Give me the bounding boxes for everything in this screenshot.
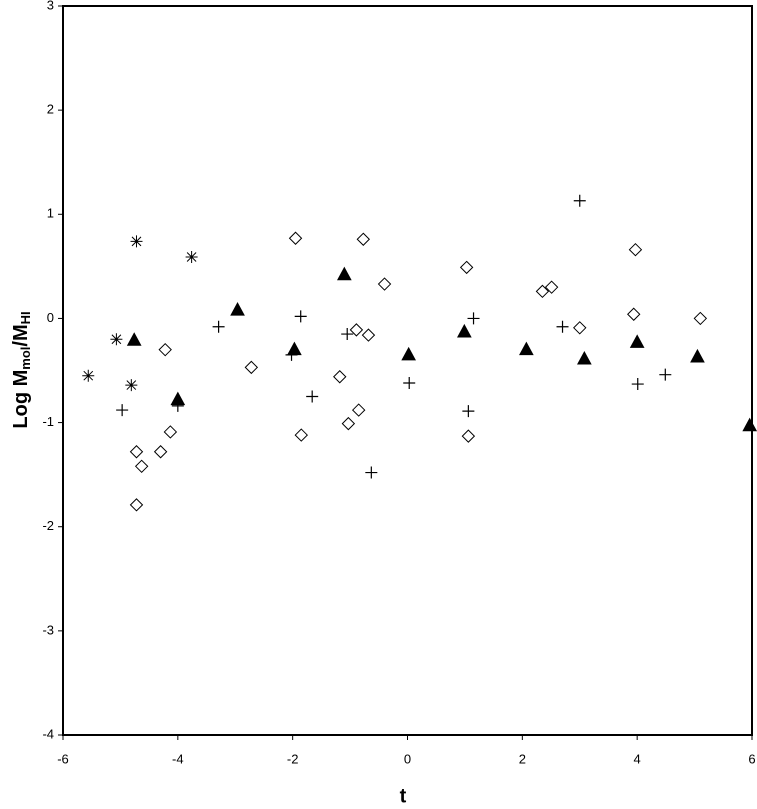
point [337, 266, 352, 281]
point [556, 320, 569, 333]
point [628, 242, 643, 257]
y-axis-label: Log Mmol/MHI [10, 311, 33, 428]
point [82, 369, 95, 382]
point [573, 321, 587, 335]
point [461, 429, 476, 443]
point [333, 370, 347, 384]
point [519, 341, 534, 356]
point [230, 302, 245, 316]
x-tick-label: -4 [172, 751, 184, 766]
y-tick-label: 0 [47, 310, 54, 325]
point [287, 341, 302, 356]
point [212, 320, 225, 333]
point [742, 417, 757, 432]
point [693, 311, 708, 326]
y-tick-label: 3 [47, 0, 54, 12]
point [129, 498, 144, 512]
x-tick-label: 2 [519, 751, 526, 766]
point [627, 307, 641, 321]
x-tick-label: 0 [404, 751, 411, 766]
point [365, 466, 378, 479]
point [356, 232, 370, 246]
point [158, 342, 172, 357]
point [244, 360, 259, 375]
point [544, 280, 559, 294]
point [294, 310, 307, 323]
point [110, 333, 123, 346]
point [573, 194, 586, 207]
point [294, 428, 308, 442]
point [171, 399, 184, 412]
point [690, 348, 705, 363]
point [659, 368, 672, 381]
point [349, 323, 364, 337]
point [126, 332, 142, 346]
point [631, 378, 644, 391]
point [130, 235, 143, 248]
y-label-part: Log M [10, 370, 32, 429]
point [403, 376, 416, 389]
point [125, 379, 138, 392]
point [459, 260, 474, 275]
y-tick-label: 2 [47, 102, 54, 117]
y-tick-label: -3 [42, 622, 54, 637]
point [116, 404, 129, 417]
x-tick-label: -6 [57, 751, 69, 766]
x-axis-label: t [400, 785, 407, 807]
point [134, 459, 149, 474]
point [377, 277, 392, 291]
point [351, 403, 366, 417]
point [462, 405, 475, 418]
y-tick-label: 1 [47, 206, 54, 221]
point [341, 416, 356, 431]
y-tick-label: -2 [42, 518, 54, 533]
point [153, 445, 168, 459]
y-label-part: /M [10, 324, 32, 346]
point [341, 328, 354, 341]
point [288, 231, 303, 245]
x-tick-label: 6 [748, 751, 755, 766]
x-tick-label: 4 [634, 751, 641, 766]
point [285, 348, 298, 361]
point [577, 350, 592, 365]
point [163, 425, 178, 439]
y-tick-label: -4 [42, 726, 54, 741]
point [401, 346, 416, 361]
y-tick-label: -1 [42, 414, 54, 429]
point [467, 312, 480, 325]
point [306, 390, 319, 403]
x-tick-label: -2 [287, 751, 299, 766]
point [361, 328, 376, 342]
plot-frame [62, 5, 753, 736]
y-label-sub: HI [18, 311, 33, 324]
point [457, 323, 472, 338]
point [185, 250, 198, 263]
point [629, 334, 645, 348]
point [535, 284, 550, 299]
y-label-sub: mol [18, 347, 33, 370]
point [129, 445, 144, 459]
